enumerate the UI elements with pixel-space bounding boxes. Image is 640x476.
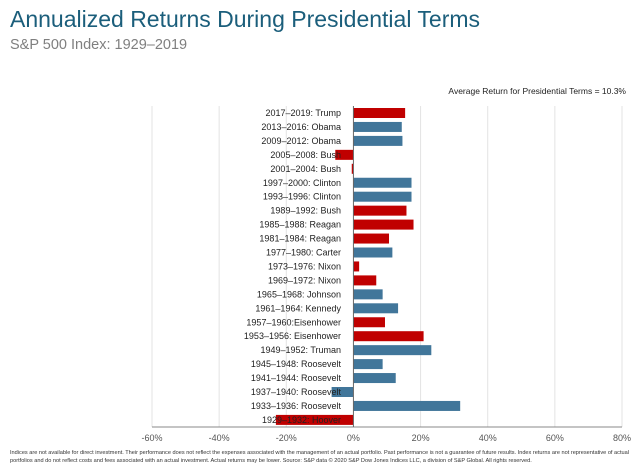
bar [353,331,424,342]
category-label: 2013–2016: Obama [261,122,341,132]
x-tick-label: 0% [347,433,360,443]
category-label: 1969–1972: Nixon [268,275,341,285]
category-label: 1929–1932: Hoover [262,415,341,425]
category-label: 1985–1988: Reagan [259,220,341,230]
x-tick-label: 20% [412,433,430,443]
x-tick-label: 60% [546,433,564,443]
footer-disclaimer: Indices are not available for direct inv… [10,450,629,464]
category-label: 1973–1976: Nixon [268,261,341,271]
bar [353,373,396,384]
category-label: 2017–2019: Trump [265,108,341,118]
category-label: 1945–1948: Roosevelt [251,359,342,369]
category-label: 1941–1944: Roosevelt [251,373,342,383]
bar [353,191,412,202]
bar [335,149,354,160]
bar [353,247,393,258]
category-label: 1937–1940: Roosevelt [251,387,342,397]
category-label: 1993–1996: Clinton [263,192,341,202]
bar [353,205,407,216]
bar [353,108,406,118]
bar [351,163,354,174]
category-label: 1949–1952: Truman [260,345,341,355]
bar [353,121,402,132]
category-label: 1997–2000: Clinton [263,178,341,188]
x-tick-label: -40% [209,433,230,443]
category-label: 1933–1936: Roosevelt [251,401,342,411]
bar [353,317,385,328]
bar [353,261,360,272]
bar [353,400,461,411]
bar [353,359,383,370]
category-label: 1961–1964: Kennedy [255,303,341,313]
chart-subtitle: S&P 500 Index: 1929–2019 [10,37,188,53]
bar [353,303,399,314]
bar [353,345,432,356]
bar [331,387,354,397]
bar [353,289,383,300]
bar [275,414,354,425]
category-label: 1953–1956: Eisenhower [244,331,341,341]
bar [353,275,377,286]
category-label: 2005–2008: Bush [270,150,341,160]
chart-title: Annualized Returns During Presidential T… [10,6,481,32]
category-label: 1957–1960:Eisenhower [246,317,341,327]
average-note: Average Return for Presidential Terms = … [448,86,626,96]
category-label: 2009–2012: Obama [261,136,341,146]
x-tick-label: -60% [141,433,162,443]
category-label: 1989–1992: Bush [270,206,341,216]
bar [353,233,390,244]
x-tick-label: 40% [479,433,497,443]
category-label: 1977–1980: Carter [266,248,341,258]
category-label: 2001–2004: Bush [270,164,341,174]
bar [353,177,412,188]
bar [353,219,414,230]
x-tick-label: -20% [276,433,297,443]
x-tick-label: 80% [613,433,631,443]
category-label: 1965–1968: Johnson [257,289,341,299]
category-label: 1981–1984: Reagan [259,234,341,244]
bar [353,135,403,146]
